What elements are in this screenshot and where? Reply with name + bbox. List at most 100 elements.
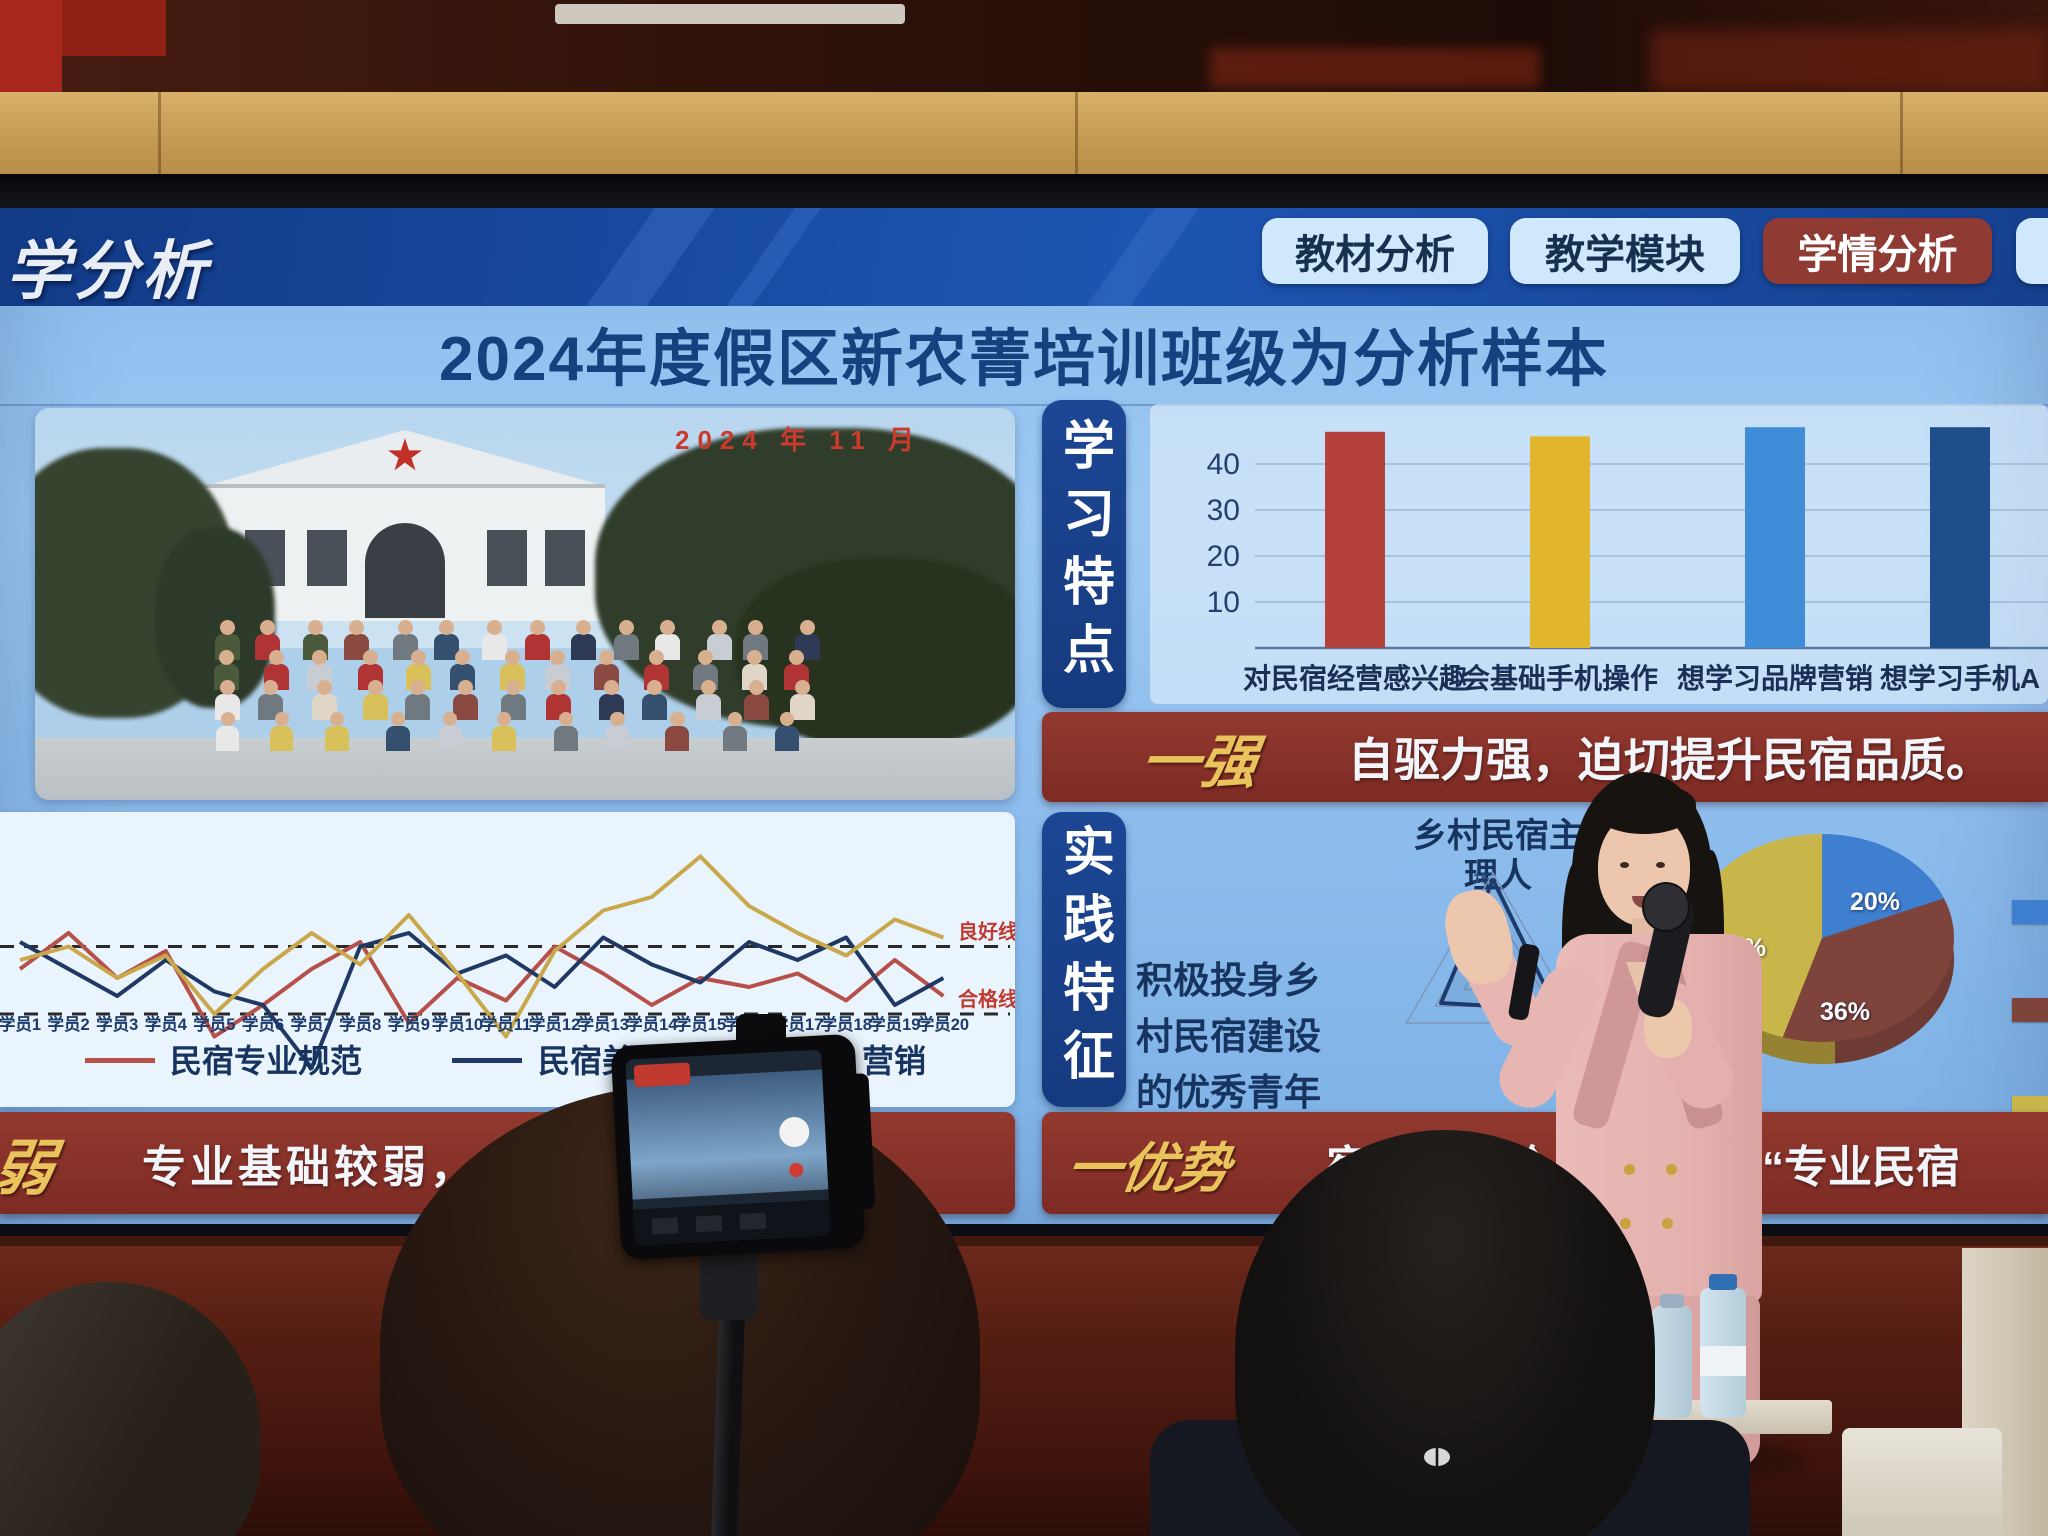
- svg-text:合格线: 合格线: [958, 987, 1015, 1011]
- crowd-person-body: [723, 726, 747, 751]
- crowd-person: [619, 620, 635, 635]
- svg-text:学员12: 学员12: [529, 1014, 580, 1034]
- svg-text:30: 30: [1207, 494, 1240, 527]
- crowd-person-body: [324, 726, 349, 751]
- tab-partial[interactable]: [2016, 218, 2048, 284]
- crowd-person: [317, 680, 333, 695]
- microphone-grille: [1642, 882, 1690, 932]
- practice-side-text-1: 积极投身乡: [1136, 960, 1321, 1001]
- presentation-screen: 学分析 教材分析 教学模块 学情分析 2024年度假区新农菁培训班级为分析样本: [0, 208, 2048, 1236]
- crowd-person-body: [695, 694, 721, 720]
- svg-text:学员19: 学员19: [869, 1014, 920, 1034]
- crowd-person: [362, 650, 378, 665]
- crowd-person-body: [554, 726, 578, 751]
- crowd-person: [747, 650, 763, 665]
- svg-text:★: ★: [385, 431, 424, 480]
- crowd-person-body: [405, 694, 431, 720]
- crowd-person: [800, 620, 816, 635]
- ceiling-red-panel: [62, 0, 166, 56]
- svg-text:学员11: 学员11: [481, 1014, 531, 1034]
- wall: [0, 92, 2048, 174]
- slide-header-band: 学分析 教材分析 教学模块 学情分析: [0, 208, 2048, 306]
- phone-button[interactable]: [651, 1217, 679, 1235]
- phone-button[interactable]: [739, 1212, 767, 1230]
- strength-label: 一强: [1136, 730, 1262, 795]
- title-divider: [0, 404, 2048, 406]
- svg-text:学员18: 学员18: [821, 1014, 872, 1034]
- crowd-person: [219, 650, 235, 665]
- group-photo: ★ ★ ★ 2024 年 11 月: [35, 408, 1015, 800]
- svg-text:学员3: 学员3: [96, 1014, 138, 1034]
- crowd-person: [260, 620, 276, 635]
- phone-screen[interactable]: [625, 1049, 831, 1246]
- tab-learner-analysis-active[interactable]: 学情分析: [1763, 218, 1992, 284]
- phone-button[interactable]: [695, 1214, 723, 1233]
- crowd-person: [219, 680, 235, 695]
- legend-label-yingxiao: 营销: [862, 1043, 927, 1079]
- tab-label: 教材分析: [1295, 233, 1455, 277]
- crowd-person: [748, 680, 764, 695]
- weakness-label: 弱: [0, 1134, 59, 1202]
- tab-teaching-modules[interactable]: 教学模块: [1510, 218, 1740, 284]
- record-indicator: [633, 1062, 691, 1088]
- tab-label: 学情分析: [1797, 233, 1958, 277]
- crowd-person-body: [605, 726, 630, 751]
- crowd-person: [576, 620, 591, 635]
- wall-seam: [158, 92, 161, 174]
- crowd-person: [788, 650, 804, 665]
- practice-side-text-2: 村民宿建设: [1136, 1016, 1321, 1057]
- crowd-person: [269, 650, 285, 665]
- crowd-person-body: [743, 694, 769, 720]
- practice-side-text-3: 的优秀青年: [1136, 1072, 1321, 1113]
- crowd-person-body: [438, 726, 462, 751]
- crowd-person-body: [385, 726, 410, 751]
- crowd-person: [457, 680, 473, 695]
- crowd-person: [551, 680, 567, 695]
- crowd-person-body: [362, 694, 388, 720]
- svg-text:学员20: 学员20: [918, 1014, 969, 1034]
- crowd-person: [312, 650, 328, 665]
- crowd-person-body: [571, 634, 596, 660]
- svg-text:学员6: 学员6: [242, 1014, 284, 1034]
- crowd-person-body: [491, 726, 516, 751]
- recording-phone[interactable]: [610, 1033, 876, 1261]
- crowd-person: [454, 650, 470, 665]
- svg-text:学员10: 学员10: [432, 1014, 483, 1034]
- crowd-person-body: [524, 634, 550, 660]
- advantage-label: 一优势: [1063, 1138, 1234, 1199]
- crowd-person: [496, 712, 512, 727]
- crowd-person: [700, 680, 716, 695]
- bottle-label: [1700, 1346, 1746, 1376]
- svg-text:想学习手机A: 想学习手机A: [1880, 662, 2040, 694]
- svg-text:想学习品牌营销: 想学习品牌营销: [1677, 662, 1873, 694]
- svg-text:15: 15: [1473, 870, 1489, 886]
- crowd-person: [443, 712, 458, 727]
- strength-text: 自驱力强，迫切提升民宿品质。: [1348, 734, 1993, 786]
- crowd-person: [559, 712, 574, 727]
- svg-text:学员9: 学员9: [388, 1014, 430, 1034]
- pie-legend-blue: [2012, 900, 2048, 924]
- ceiling-light-glow: [1650, 30, 2048, 92]
- header-title-partial: 学分析: [6, 235, 210, 306]
- blazer-button: [1662, 1218, 1673, 1229]
- crowd-person: [549, 650, 565, 665]
- crowd-person: [504, 650, 520, 665]
- blazer-button: [1666, 1164, 1677, 1175]
- crowd-person: [648, 650, 664, 665]
- legend-line-navy: [452, 1058, 522, 1063]
- crowd-person-body: [452, 694, 478, 720]
- crowd-person: [505, 680, 521, 695]
- blazer-button: [1620, 1218, 1631, 1229]
- svg-text:对民宿经营感兴趣: 对民宿经营感兴趣: [1243, 662, 1467, 694]
- tab-textbook-analysis[interactable]: 教材分析: [1262, 218, 1488, 284]
- water-bottle: [1700, 1274, 1746, 1418]
- crowd-person: [308, 620, 323, 635]
- water-bottle: [1652, 1294, 1692, 1418]
- svg-text:学员4: 学员4: [145, 1014, 188, 1034]
- crowd-person: [728, 712, 743, 727]
- floor-shadow-line: [0, 1236, 2048, 1246]
- legend-label-guifan: 民宿专业规范: [170, 1043, 363, 1079]
- bar-chart-panel: [1150, 404, 2048, 704]
- gimbal-joint[interactable]: [700, 1250, 758, 1320]
